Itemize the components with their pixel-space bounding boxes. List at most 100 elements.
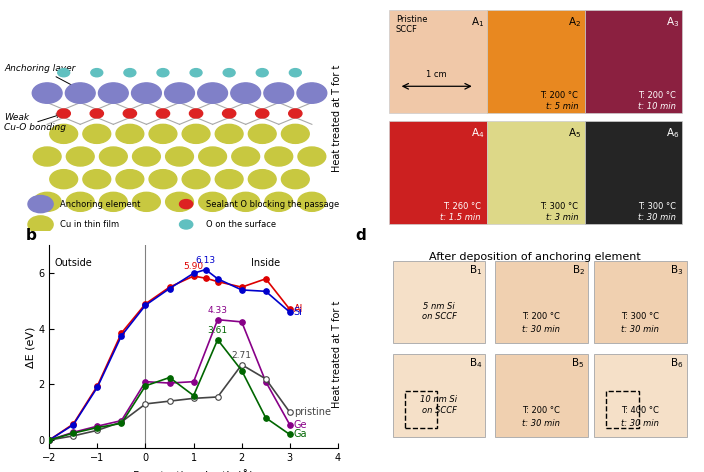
Circle shape [33, 192, 61, 211]
Text: Sealant O blocking the passage: Sealant O blocking the passage [206, 200, 339, 209]
Circle shape [50, 169, 77, 189]
Bar [393, 354, 486, 437]
Circle shape [132, 83, 161, 103]
Text: Inside: Inside [251, 258, 280, 268]
Bar [389, 10, 487, 113]
Circle shape [289, 68, 301, 77]
Bar [405, 391, 437, 428]
Text: 5 nm Si
on SCCF: 5 nm Si on SCCF [422, 302, 456, 321]
Circle shape [165, 192, 194, 211]
Text: B$_4$: B$_4$ [469, 356, 482, 370]
Circle shape [28, 195, 53, 213]
Text: t: 30 min: t: 30 min [638, 213, 676, 222]
Circle shape [165, 83, 194, 103]
Text: A$_5$: A$_5$ [568, 126, 582, 140]
Text: t: 5 min: t: 5 min [546, 102, 579, 111]
Bar [594, 261, 687, 343]
Circle shape [58, 68, 70, 77]
Text: Ge: Ge [294, 420, 307, 430]
Text: Anchoring layer: Anchoring layer [4, 64, 84, 91]
Circle shape [149, 124, 177, 143]
Circle shape [66, 147, 94, 166]
Circle shape [99, 192, 127, 211]
Circle shape [28, 216, 53, 233]
Text: pristine: pristine [294, 407, 331, 417]
Text: d: d [356, 228, 366, 243]
Circle shape [282, 124, 309, 143]
Text: T: 200 °C: T: 200 °C [522, 312, 560, 321]
Circle shape [182, 169, 210, 189]
Circle shape [256, 68, 268, 77]
Text: Weak
Cu-O bonding: Weak Cu-O bonding [4, 113, 66, 132]
Circle shape [232, 192, 260, 211]
Circle shape [190, 68, 202, 77]
Circle shape [99, 83, 128, 103]
Text: c: c [356, 0, 365, 2]
Text: Outside: Outside [54, 258, 92, 268]
Circle shape [33, 147, 61, 166]
Circle shape [232, 147, 260, 166]
Text: t: 1.5 min: t: 1.5 min [440, 213, 481, 222]
Circle shape [116, 124, 144, 143]
Text: Heat treated at T for t: Heat treated at T for t [332, 300, 342, 408]
Text: T: 200 °C: T: 200 °C [638, 91, 676, 100]
Circle shape [222, 109, 236, 118]
Text: T: 200 °C: T: 200 °C [522, 406, 560, 415]
Circle shape [199, 192, 227, 211]
Text: A$_1$: A$_1$ [471, 15, 484, 29]
Y-axis label: ΔE (eV): ΔE (eV) [25, 326, 35, 368]
Circle shape [116, 169, 144, 189]
Text: T: 300 °C: T: 300 °C [622, 312, 660, 321]
Circle shape [123, 109, 137, 118]
Text: After deposition of anchoring element: After deposition of anchoring element [429, 252, 641, 262]
Text: T: 400 °C: T: 400 °C [622, 406, 659, 415]
Circle shape [132, 192, 161, 211]
Text: A$_3$: A$_3$ [666, 15, 679, 29]
Text: 4.33: 4.33 [208, 306, 227, 315]
Text: T: 260 °C: T: 260 °C [443, 202, 481, 211]
Circle shape [189, 109, 203, 118]
Circle shape [180, 200, 193, 209]
Text: Si: Si [294, 307, 303, 317]
Circle shape [298, 147, 326, 166]
Bar [487, 10, 584, 113]
Bar [487, 121, 584, 225]
Circle shape [65, 83, 95, 103]
Circle shape [182, 124, 210, 143]
Circle shape [289, 109, 302, 118]
Text: t: 3 min: t: 3 min [546, 213, 579, 222]
Circle shape [180, 220, 193, 229]
Text: 2.71: 2.71 [232, 351, 252, 360]
Text: Pristine
SCCF: Pristine SCCF [396, 15, 427, 34]
Bar [495, 261, 588, 343]
Bar [495, 354, 588, 437]
Text: Al: Al [294, 304, 303, 314]
Circle shape [198, 83, 227, 103]
Circle shape [223, 68, 235, 77]
Text: T: 300 °C: T: 300 °C [541, 202, 579, 211]
Circle shape [66, 192, 94, 211]
Circle shape [90, 109, 103, 118]
Text: 5.90: 5.90 [184, 262, 203, 271]
Text: Heat treated at T for t: Heat treated at T for t [332, 64, 342, 172]
Circle shape [298, 192, 326, 211]
Circle shape [265, 147, 293, 166]
Bar [393, 261, 486, 343]
Text: A$_4$: A$_4$ [470, 126, 484, 140]
Text: 10 nm Si
on SCCF: 10 nm Si on SCCF [420, 396, 458, 415]
Circle shape [83, 169, 111, 189]
Text: t: 30 min: t: 30 min [622, 419, 659, 428]
Circle shape [57, 109, 70, 118]
Circle shape [264, 83, 294, 103]
Bar [606, 391, 639, 428]
Circle shape [231, 83, 260, 103]
Text: b: b [26, 228, 37, 244]
Circle shape [215, 124, 243, 143]
Bar [389, 121, 487, 225]
Text: B$_6$: B$_6$ [670, 356, 684, 370]
Circle shape [282, 169, 309, 189]
Circle shape [124, 68, 136, 77]
Text: T: 200 °C: T: 200 °C [541, 91, 579, 100]
Bar [584, 121, 682, 225]
Text: a: a [8, 0, 18, 2]
